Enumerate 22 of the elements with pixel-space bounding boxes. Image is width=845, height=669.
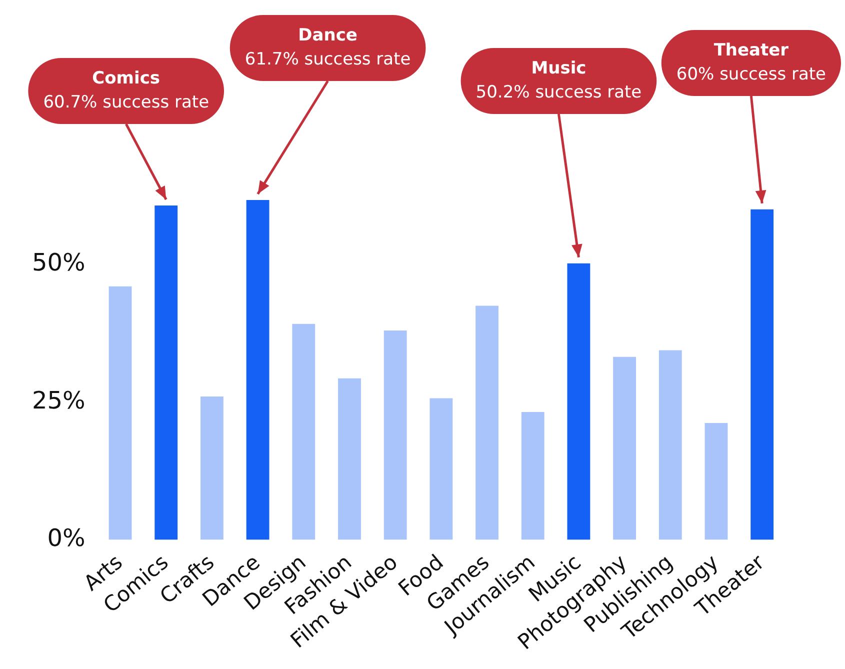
bar — [200, 396, 224, 540]
bar — [154, 206, 178, 540]
annotation: Music 50.2% success rate — [476, 58, 642, 102]
bar — [567, 263, 590, 540]
bar — [521, 412, 544, 540]
bar — [613, 356, 636, 540]
y-tick-label: 25% — [32, 386, 86, 414]
y-tick-label: 50% — [32, 248, 86, 277]
bar — [430, 398, 453, 540]
bar — [384, 330, 407, 540]
annotation: Comics 60.7% success rate — [43, 68, 210, 112]
bar — [476, 306, 498, 540]
bar — [704, 422, 728, 540]
bar — [292, 324, 316, 540]
bar — [108, 286, 132, 540]
bar — [658, 350, 682, 540]
bar — [246, 200, 270, 540]
bar — [750, 209, 774, 540]
annotation: Dance 61.7% success rate — [244, 25, 411, 70]
bar — [338, 378, 361, 540]
y-tick-label: 0% — [47, 524, 86, 552]
annotation: Theater 60% success rate — [676, 40, 826, 84]
